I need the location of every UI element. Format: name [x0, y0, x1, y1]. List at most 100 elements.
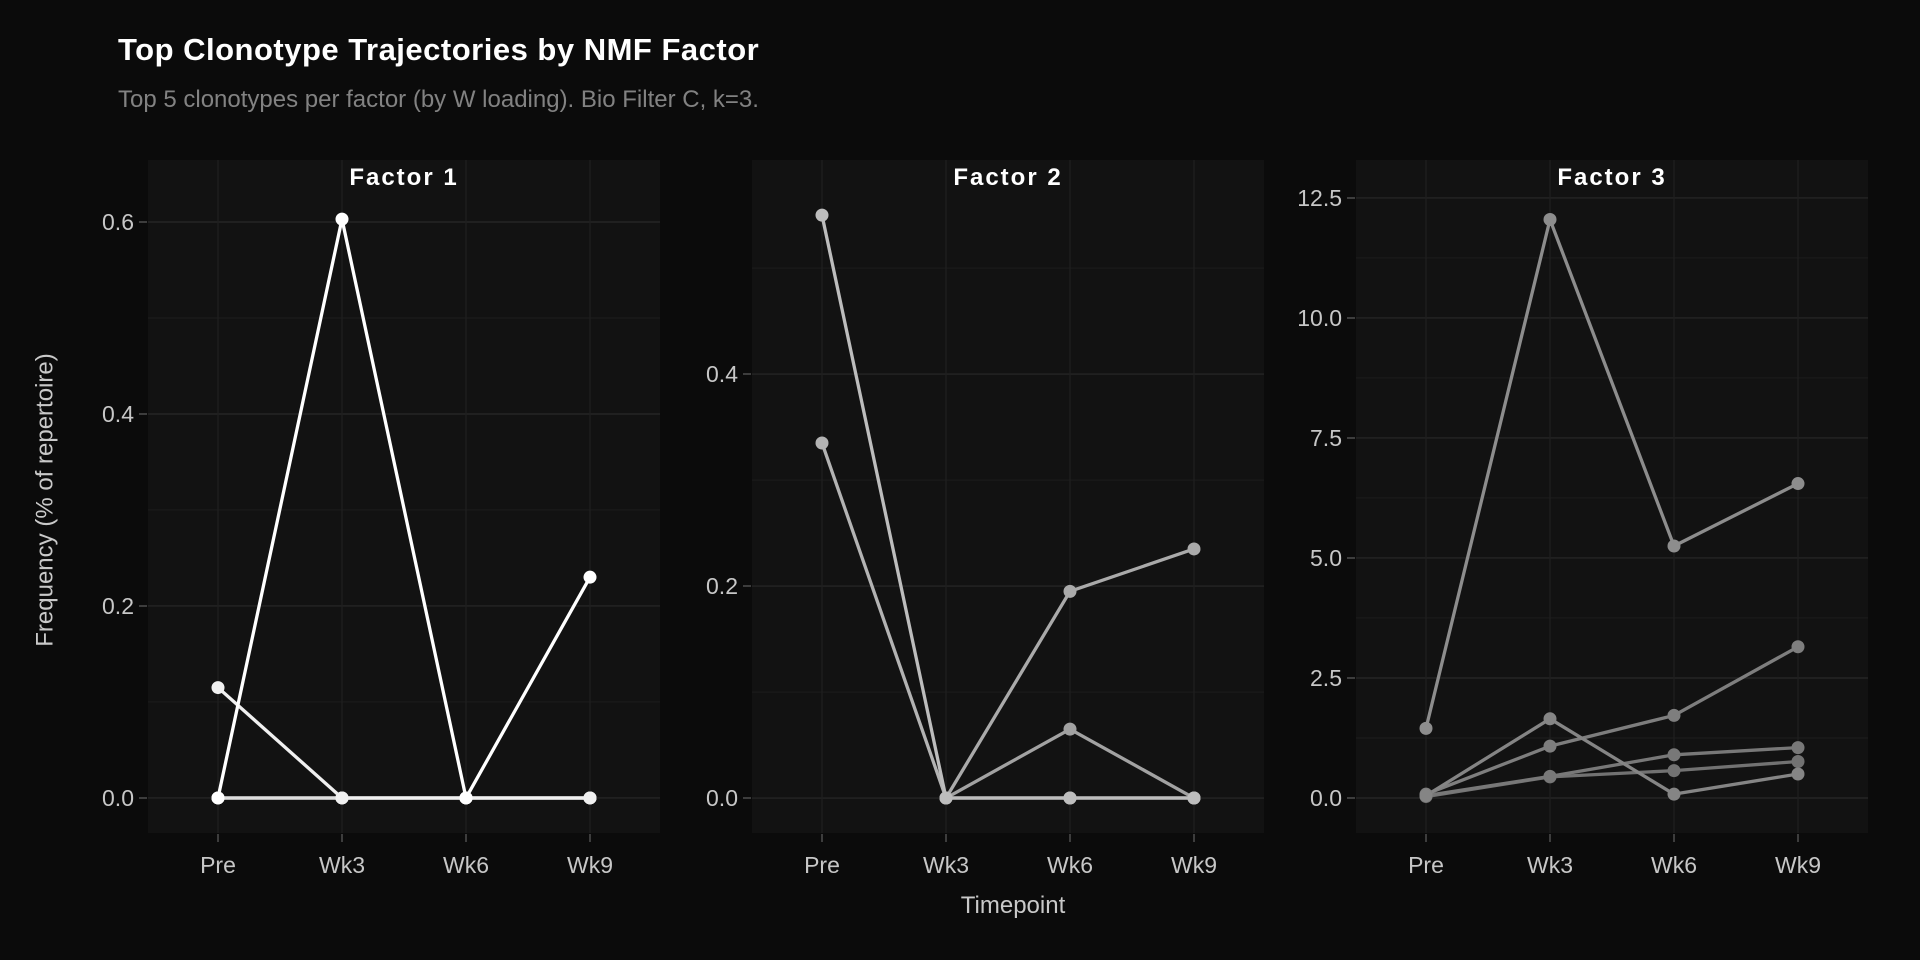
data-point-clonotype-6-Wk3 — [939, 791, 953, 805]
y-tick-label: 10.0 — [1297, 304, 1342, 331]
y-tick-label: 0.6 — [102, 209, 134, 235]
x-tick-label: Wk6 — [1047, 852, 1093, 878]
facet-title-2: Factor 2 — [953, 164, 1063, 191]
data-point-clonotype-1-Wk6 — [459, 791, 473, 805]
data-point-clonotype-14-Wk9 — [1791, 741, 1805, 755]
x-tick-mark — [1797, 834, 1799, 842]
x-tick-label: Wk3 — [1527, 852, 1573, 878]
data-point-clonotype-12-Wk9 — [1791, 767, 1805, 781]
data-point-clonotype-1-Wk3 — [335, 212, 349, 226]
trajectory-line-clonotype-12 — [1424, 717, 1800, 798]
x-tick-label: Wk6 — [443, 852, 489, 878]
trajectory-line-clonotype-14 — [1424, 745, 1800, 798]
x-tick-label: Wk9 — [1171, 852, 1217, 878]
trajectory-line-clonotype-13 — [1424, 645, 1800, 796]
data-point-clonotype-8-Wk9 — [1187, 542, 1201, 556]
x-tick-mark — [1673, 834, 1675, 842]
x-tick-label: Wk6 — [1651, 852, 1697, 878]
data-point-clonotype-12-Pre — [1419, 789, 1433, 803]
y-tick-mark — [1347, 556, 1355, 559]
y-tick-mark — [139, 604, 147, 607]
x-tick-mark — [1549, 834, 1551, 842]
facet-title-1: Factor 1 — [349, 164, 459, 191]
data-point-clonotype-11-Wk9 — [1791, 477, 1805, 491]
data-point-clonotype-14-Wk3 — [1543, 769, 1557, 783]
y-tick-label: 12.5 — [1297, 184, 1342, 211]
y-tick-mark — [1347, 797, 1355, 799]
y-tick-label: 0.4 — [706, 361, 738, 388]
y-tick-mark — [743, 797, 751, 800]
page-subtitle: Top 5 clonotypes per factor (by W loadin… — [118, 86, 759, 113]
factor-panel-1 — [148, 160, 660, 833]
data-point-clonotype-13-Wk9 — [1791, 640, 1805, 654]
y-tick-mark — [743, 585, 751, 588]
y-tick-label: 0.2 — [102, 592, 134, 619]
data-point-clonotype-11-Wk6 — [1667, 539, 1681, 553]
x-tick-label: Pre — [804, 852, 840, 878]
trajectory-line-clonotype-11 — [1424, 217, 1800, 731]
data-point-clonotype-13-Wk3 — [1543, 739, 1557, 753]
x-tick-label: Wk9 — [1775, 852, 1821, 878]
y-tick-label: 0.4 — [102, 400, 134, 427]
data-point-clonotype-8-Wk6 — [1063, 584, 1077, 598]
x-tick-mark — [945, 834, 947, 842]
data-point-clonotype-9-Wk6 — [1063, 722, 1077, 736]
data-point-clonotype-14-Wk6 — [1667, 748, 1681, 762]
y-tick-label: 7.5 — [1310, 424, 1342, 451]
factor-panel-2 — [752, 160, 1264, 833]
y-tick-label: 0.2 — [706, 573, 738, 600]
data-point-clonotype-15-Wk9 — [1791, 755, 1805, 769]
panel-background — [752, 160, 1264, 833]
y-tick-label: 2.5 — [1310, 664, 1342, 691]
data-point-clonotype-11-Wk3 — [1543, 213, 1557, 227]
data-point-clonotype-15-Wk6 — [1667, 764, 1681, 778]
x-tick-label: Wk3 — [923, 852, 969, 878]
trajectory-line-clonotype-2 — [216, 685, 592, 800]
y-tick-label: 0.0 — [102, 784, 134, 811]
data-point-clonotype-1-Wk9 — [583, 570, 597, 584]
x-tick-label: Wk3 — [319, 852, 365, 878]
y-tick-mark — [1347, 316, 1355, 319]
y-tick-mark — [139, 221, 147, 223]
data-point-clonotype-2-Wk9 — [583, 791, 597, 805]
x-tick-mark — [1069, 834, 1071, 842]
panel-background — [148, 160, 660, 833]
x-tick-mark — [821, 834, 823, 842]
x-tick-mark — [217, 834, 219, 842]
x-tick-mark — [1193, 834, 1195, 842]
x-tick-mark — [341, 834, 343, 842]
x-tick-mark — [465, 834, 467, 842]
data-point-clonotype-13-Wk6 — [1667, 708, 1681, 722]
y-tick-mark — [139, 796, 147, 799]
data-point-clonotype-1-Pre — [211, 791, 225, 805]
data-point-clonotype-6-Wk6 — [1063, 791, 1077, 805]
trajectory-line-clonotype-1 — [216, 217, 592, 800]
x-tick-label: Wk9 — [567, 852, 613, 878]
y-tick-mark — [1347, 436, 1355, 439]
data-point-clonotype-6-Wk9 — [1187, 791, 1201, 805]
panel-background — [1356, 160, 1868, 833]
facet-title-3: Factor 3 — [1557, 164, 1667, 191]
y-tick-mark — [139, 412, 147, 415]
data-point-clonotype-7-Pre — [815, 436, 829, 450]
y-axis-title: Frequency (% of repertoire) — [31, 353, 59, 647]
factor-panel-3 — [1356, 160, 1868, 833]
x-tick-mark — [1425, 834, 1427, 842]
data-point-clonotype-12-Wk3 — [1543, 712, 1557, 726]
data-point-clonotype-2-Pre — [211, 681, 225, 695]
y-tick-label: 0.0 — [706, 785, 738, 812]
y-tick-label: 0.0 — [1310, 785, 1342, 811]
page-title: Top Clonotype Trajectories by NMF Factor — [118, 32, 760, 67]
x-axis-title: Timepoint — [960, 892, 1066, 919]
x-tick-mark — [589, 834, 591, 842]
trajectory-line-clonotype-6 — [820, 213, 1196, 800]
data-point-clonotype-12-Wk6 — [1667, 787, 1681, 801]
x-tick-label: Pre — [200, 852, 236, 878]
x-tick-label: Pre — [1408, 852, 1444, 878]
y-tick-mark — [1347, 196, 1355, 199]
y-tick-mark — [743, 373, 751, 376]
data-point-clonotype-11-Pre — [1419, 721, 1433, 735]
y-tick-label: 5.0 — [1310, 544, 1342, 571]
data-point-clonotype-6-Pre — [815, 208, 829, 222]
